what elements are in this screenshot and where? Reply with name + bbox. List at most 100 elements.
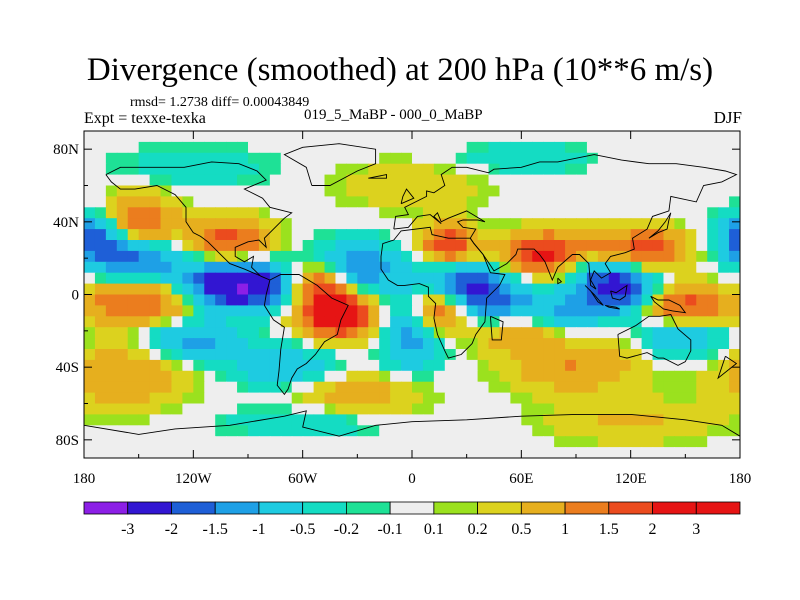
field-cell [674, 359, 686, 372]
field-cell [204, 316, 216, 328]
field-cell [269, 338, 282, 350]
field-cell [685, 152, 697, 165]
field-cell [466, 185, 479, 197]
field-cell [630, 359, 643, 372]
field-cell [335, 425, 347, 437]
field-cell [94, 338, 107, 350]
field-cell [630, 240, 643, 252]
field-cell [105, 403, 118, 415]
coastline [105, 161, 293, 281]
field-cell [116, 305, 129, 317]
coastline [263, 274, 349, 396]
field-cell [586, 240, 599, 252]
field-cell [237, 294, 249, 306]
field-cell [412, 316, 424, 328]
field-cell [477, 381, 490, 394]
field-cell [619, 283, 632, 296]
field-cell [477, 218, 490, 230]
field-cell [597, 174, 610, 187]
field-cell [707, 425, 719, 437]
field-cell [608, 131, 621, 143]
field-cell [488, 392, 501, 405]
field-cell [357, 316, 369, 328]
field-cell [291, 196, 304, 208]
field-cell [707, 261, 719, 274]
field-cell [608, 207, 621, 219]
field-cell [138, 272, 151, 285]
field-cell [94, 185, 107, 197]
field-cell [368, 207, 380, 219]
field-cell [171, 272, 183, 285]
field-cell [477, 359, 490, 372]
field-cell [248, 196, 260, 208]
field-cell [565, 152, 577, 165]
field-cell [729, 370, 740, 383]
field-cell [619, 272, 632, 285]
field-cell [401, 392, 413, 405]
colorbar-label: 2 [649, 521, 657, 538]
field-cell [127, 370, 140, 383]
field-cell [127, 261, 140, 274]
field-cell [685, 327, 697, 339]
field-cell [466, 327, 479, 339]
field-cell [226, 185, 238, 197]
field-cell [302, 131, 315, 143]
field-cell [335, 163, 347, 176]
field-cell [291, 207, 304, 219]
field-cell [532, 207, 544, 219]
field-cell [488, 152, 501, 165]
field-cell [94, 272, 107, 285]
field-cell [477, 305, 490, 317]
field-cell [215, 414, 227, 426]
field-cell [696, 370, 708, 383]
field-cell [619, 163, 632, 176]
field-cell [291, 131, 304, 143]
field-cell [248, 414, 260, 426]
field-cell [346, 370, 358, 383]
field-cell [248, 272, 260, 285]
field-cell [302, 425, 315, 437]
field-cell [652, 196, 665, 208]
field-cell [160, 196, 173, 208]
y-tick-label: 80S [56, 433, 79, 449]
field-cell [105, 316, 118, 328]
field-cell [160, 261, 173, 274]
field-cell [237, 436, 249, 448]
field-cell [608, 305, 621, 317]
field-cell [313, 163, 326, 176]
field-cell [586, 316, 599, 328]
field-cell [182, 250, 194, 263]
field-cell [171, 185, 183, 197]
field-cell [433, 174, 446, 187]
field-cell [302, 141, 315, 154]
field-cell [488, 261, 501, 274]
field-cell [576, 283, 588, 296]
field-cell [127, 338, 140, 350]
field-cell [652, 403, 665, 415]
field-cell [663, 229, 675, 241]
field-cell [368, 141, 380, 154]
field-cell [269, 207, 282, 219]
field-cell [554, 229, 566, 241]
field-cell [390, 207, 402, 219]
field-cell [488, 240, 501, 252]
field-cell [313, 174, 326, 187]
field-cell [237, 174, 249, 187]
field-cell [291, 163, 304, 176]
field-cell [576, 403, 588, 415]
field-cell [565, 294, 577, 306]
field-cell [466, 240, 479, 252]
field-cell [94, 447, 107, 458]
field-cell [215, 163, 227, 176]
field-cell [204, 141, 216, 154]
field-cell [543, 414, 555, 426]
field-cell [204, 403, 216, 415]
field-cell [313, 131, 326, 143]
colorbar-label: 0.5 [511, 521, 531, 538]
field-cell [390, 272, 402, 285]
field-cell [433, 131, 446, 143]
field-cell [171, 403, 183, 415]
field-cell [379, 414, 391, 426]
field-cell [237, 240, 249, 252]
field-cell [510, 425, 522, 437]
